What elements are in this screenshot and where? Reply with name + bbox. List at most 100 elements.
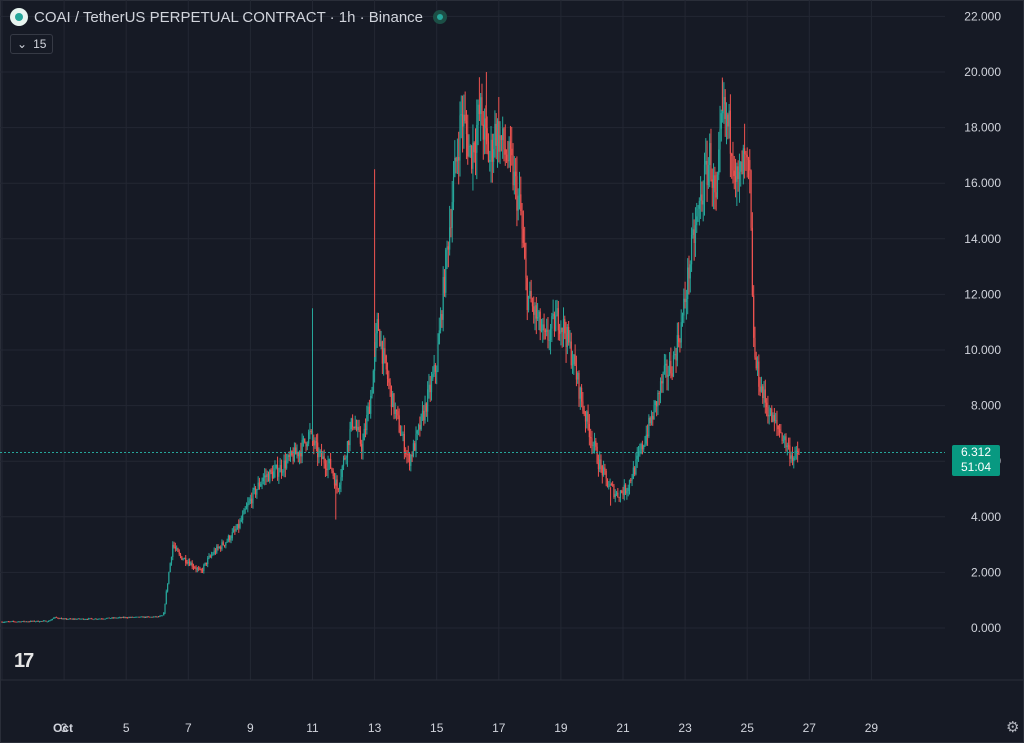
- candle-body: [490, 139, 492, 160]
- candle-body: [35, 621, 37, 623]
- candle-body: [331, 468, 333, 471]
- candle-body: [220, 546, 222, 550]
- candle-body: [415, 433, 417, 451]
- candle-body: [692, 229, 694, 235]
- candle-body: [352, 418, 354, 427]
- candle-body: [301, 439, 303, 457]
- candle-body: [667, 374, 669, 377]
- candle-body: [533, 306, 535, 315]
- candle-body: [584, 414, 587, 422]
- candle-body: [394, 409, 396, 414]
- candle-body: [291, 451, 293, 456]
- candle-body: [275, 464, 277, 468]
- price-tick-label: 4.000: [971, 510, 1001, 524]
- candle-body: [120, 617, 122, 619]
- candle-body: [229, 535, 231, 541]
- candle-body: [3, 622, 6, 623]
- candle-body: [304, 438, 306, 443]
- candle-body: [468, 146, 470, 157]
- time-tick-label: Oct: [53, 721, 73, 735]
- candle-body: [454, 158, 456, 178]
- candle-body: [117, 617, 120, 619]
- candle-body: [509, 141, 512, 149]
- candle-body: [587, 411, 589, 424]
- candle-body: [601, 465, 603, 476]
- candle-body: [344, 458, 346, 459]
- candle-body: [537, 316, 539, 319]
- candle-body: [760, 386, 763, 392]
- candle-body: [107, 617, 109, 619]
- candle-body: [95, 618, 98, 620]
- candle-body: [640, 444, 642, 452]
- candle-body: [764, 389, 766, 403]
- candle-body: [407, 454, 409, 456]
- candle-body: [474, 152, 477, 154]
- candle-body: [763, 389, 765, 399]
- indicator-toggle[interactable]: ⌄ 15: [10, 34, 54, 54]
- candle-body: [293, 447, 295, 462]
- price-tick-label: 20.000: [964, 65, 1001, 79]
- candle-body: [596, 446, 598, 464]
- candle-body: [499, 135, 501, 152]
- candle-body: [798, 454, 800, 455]
- candle-body: [486, 128, 488, 142]
- candle-body: [641, 444, 644, 450]
- candle-body: [106, 618, 108, 619]
- candle-body: [546, 329, 548, 332]
- candle-body: [24, 621, 26, 623]
- candle-body: [326, 468, 328, 471]
- candle-body: [608, 486, 610, 488]
- candle-body: [288, 455, 290, 457]
- candle-body: [539, 311, 541, 331]
- candle-body: [67, 619, 69, 620]
- price-axis[interactable]: 22.000 20.000 18.000 16.000 14.000 12.000 10.0…: [964, 9, 1001, 635]
- candle-body: [322, 456, 324, 460]
- candle-body: [112, 617, 114, 619]
- chevron-down-icon: ⌄: [17, 37, 28, 51]
- candle-body: [517, 195, 519, 211]
- candle-body: [658, 392, 660, 394]
- candle-body: [152, 616, 154, 618]
- candle-body: [693, 229, 695, 243]
- candle-body: [458, 157, 460, 161]
- candle-body: [504, 149, 506, 155]
- symbol-title[interactable]: COAI / TetherUS PERPETUAL CONTRACT · 1h …: [34, 8, 424, 26]
- time-tick-label: 17: [492, 721, 506, 735]
- candle-body: [534, 305, 536, 315]
- candle-body: [207, 558, 209, 565]
- candle-body: [359, 430, 361, 444]
- candle-body: [138, 616, 140, 618]
- candle-body: [644, 443, 646, 446]
- candle-body: [358, 426, 360, 431]
- candle-body: [170, 556, 173, 564]
- candle-body: [296, 452, 298, 455]
- market-status-icon[interactable]: [433, 10, 448, 24]
- candle-body: [416, 430, 418, 434]
- candle-body: [230, 538, 232, 541]
- candle-body: [335, 479, 337, 486]
- grid-lines: [0, 0, 945, 680]
- candle-body: [472, 142, 474, 169]
- candle-body: [381, 341, 383, 364]
- candle-body: [63, 618, 65, 620]
- time-tick-label: 27: [803, 721, 817, 735]
- candle-body: [709, 143, 711, 166]
- candle-body: [508, 141, 510, 162]
- candle-body: [442, 277, 444, 320]
- candle-body: [284, 460, 286, 469]
- candle-body: [723, 97, 725, 105]
- time-tick-label: 3: [61, 721, 68, 735]
- candle-body: [145, 616, 147, 618]
- candle-body: [568, 327, 570, 343]
- bar-countdown: 51:04: [960, 460, 992, 474]
- candle-body: [309, 430, 311, 433]
- tradingview-logo-icon[interactable]: 17: [14, 650, 34, 672]
- price-tick-label: 10.000: [964, 343, 1001, 357]
- candle-body: [754, 337, 756, 358]
- candle-body: [767, 406, 769, 417]
- candles: [1, 72, 800, 623]
- candle-body: [374, 350, 376, 371]
- gear-icon[interactable]: ⚙: [1006, 719, 1020, 736]
